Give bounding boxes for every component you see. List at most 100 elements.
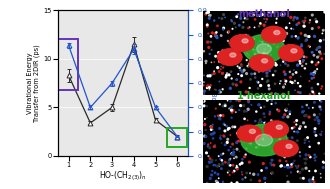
Point <box>237 163 243 166</box>
Point <box>307 179 312 182</box>
Point <box>206 155 211 158</box>
Point <box>217 89 222 92</box>
Point <box>242 155 247 158</box>
Point <box>272 82 278 85</box>
Point <box>264 71 270 74</box>
Point <box>215 181 220 184</box>
Point <box>292 16 297 19</box>
Point <box>237 108 242 112</box>
Point <box>261 52 267 55</box>
Point <box>225 31 231 34</box>
Point <box>244 59 249 62</box>
Point <box>254 110 259 113</box>
Point <box>304 62 309 65</box>
Point <box>293 164 298 167</box>
Point <box>303 167 309 170</box>
Point <box>260 13 265 16</box>
Point <box>321 161 327 164</box>
Point <box>215 114 221 117</box>
Point <box>204 86 210 89</box>
Point <box>302 19 308 22</box>
Point <box>314 63 319 66</box>
Point <box>227 159 232 162</box>
Point <box>221 54 226 57</box>
Point <box>308 156 313 159</box>
Circle shape <box>257 44 271 54</box>
Point <box>214 35 219 38</box>
Point <box>230 171 235 174</box>
Circle shape <box>279 45 303 61</box>
Point <box>234 41 239 44</box>
Point <box>283 80 288 83</box>
Point <box>246 54 251 57</box>
Point <box>229 109 234 112</box>
Point <box>235 57 241 60</box>
Point <box>206 143 211 146</box>
Point <box>264 54 269 57</box>
Point <box>269 163 275 167</box>
Circle shape <box>264 121 288 138</box>
Point <box>229 77 234 80</box>
Point <box>223 161 228 164</box>
Point <box>260 70 266 73</box>
Point <box>217 127 222 130</box>
Point <box>247 62 252 65</box>
Point <box>264 56 270 59</box>
Point <box>319 85 325 88</box>
Point <box>229 152 234 155</box>
Point <box>213 164 218 167</box>
Point <box>316 55 322 58</box>
Point <box>285 115 290 118</box>
Point <box>244 110 249 113</box>
Point <box>292 121 297 124</box>
Point <box>245 52 250 55</box>
Point <box>258 22 264 26</box>
Point <box>228 157 233 160</box>
Point <box>201 74 207 77</box>
Point <box>221 13 226 16</box>
Circle shape <box>291 49 297 53</box>
Point <box>275 15 280 18</box>
Point <box>312 153 317 156</box>
Point <box>295 37 301 40</box>
Point <box>284 26 289 29</box>
Point <box>207 86 212 89</box>
Point <box>244 33 249 36</box>
Point <box>275 45 280 48</box>
Point <box>203 62 209 65</box>
Point <box>252 50 257 53</box>
Point <box>242 17 248 20</box>
Bar <box>58 39 78 90</box>
Point <box>242 46 248 50</box>
Point <box>318 52 323 55</box>
Point <box>258 22 263 25</box>
Point <box>212 61 217 64</box>
Point <box>240 70 245 74</box>
Point <box>228 70 234 73</box>
Point <box>293 52 299 55</box>
Point <box>307 180 313 183</box>
Point <box>235 168 240 171</box>
Point <box>312 35 317 38</box>
Point <box>276 109 281 112</box>
Point <box>313 159 318 162</box>
Point <box>218 118 223 121</box>
Point <box>285 164 290 167</box>
Point <box>212 171 217 174</box>
Point <box>255 43 260 46</box>
Point <box>253 146 259 149</box>
Point <box>230 40 236 43</box>
Point <box>239 74 244 77</box>
Point <box>220 50 225 53</box>
Point <box>317 105 323 108</box>
Point <box>288 76 293 79</box>
Point <box>231 151 236 154</box>
Point <box>211 137 216 140</box>
Point <box>300 110 305 113</box>
Point <box>229 20 235 23</box>
Point <box>213 88 218 91</box>
Point <box>317 105 322 108</box>
Point <box>276 125 281 128</box>
Point <box>298 75 303 78</box>
Point <box>319 57 324 60</box>
